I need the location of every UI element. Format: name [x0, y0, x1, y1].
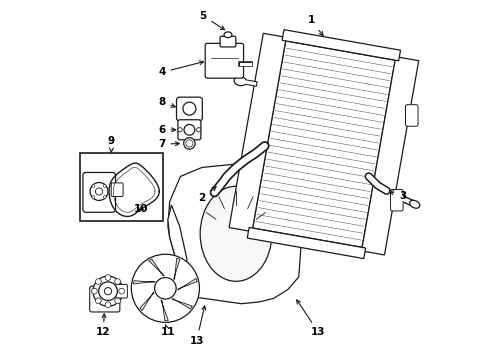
FancyBboxPatch shape	[178, 120, 201, 140]
Text: 9: 9	[108, 136, 115, 152]
FancyBboxPatch shape	[116, 284, 127, 298]
Circle shape	[96, 298, 101, 304]
Circle shape	[93, 276, 123, 306]
Circle shape	[103, 195, 106, 198]
Circle shape	[115, 279, 121, 284]
Circle shape	[104, 288, 112, 295]
Polygon shape	[172, 298, 192, 309]
Text: 8: 8	[158, 97, 175, 107]
Text: 11: 11	[161, 325, 175, 337]
Polygon shape	[149, 259, 164, 276]
Circle shape	[184, 138, 195, 149]
Circle shape	[131, 254, 199, 322]
Circle shape	[183, 102, 196, 115]
Circle shape	[186, 140, 193, 147]
Circle shape	[105, 275, 111, 280]
FancyBboxPatch shape	[90, 286, 120, 312]
Polygon shape	[229, 33, 286, 231]
Circle shape	[119, 288, 124, 294]
Circle shape	[184, 125, 195, 135]
Text: 4: 4	[158, 61, 203, 77]
Bar	[80, 153, 163, 221]
Polygon shape	[282, 30, 400, 61]
Text: 12: 12	[96, 314, 111, 337]
Polygon shape	[168, 164, 302, 304]
Text: 2: 2	[198, 187, 216, 203]
Ellipse shape	[410, 200, 420, 208]
Text: 1: 1	[308, 15, 323, 36]
Polygon shape	[362, 57, 419, 255]
Circle shape	[105, 302, 111, 308]
FancyBboxPatch shape	[111, 183, 123, 197]
Circle shape	[178, 128, 182, 132]
FancyBboxPatch shape	[406, 105, 418, 126]
FancyBboxPatch shape	[83, 172, 116, 212]
FancyBboxPatch shape	[176, 97, 202, 121]
Text: 3: 3	[390, 191, 406, 201]
Circle shape	[96, 188, 102, 195]
Circle shape	[155, 278, 176, 299]
FancyBboxPatch shape	[205, 43, 244, 78]
Polygon shape	[133, 281, 155, 284]
Circle shape	[92, 195, 95, 198]
Text: 13: 13	[189, 306, 206, 346]
Polygon shape	[161, 300, 168, 320]
Polygon shape	[168, 205, 187, 282]
Text: 7: 7	[158, 139, 179, 149]
Ellipse shape	[200, 186, 272, 281]
Polygon shape	[140, 292, 154, 311]
Circle shape	[196, 128, 201, 132]
Polygon shape	[178, 278, 197, 290]
Polygon shape	[247, 228, 366, 258]
Circle shape	[96, 279, 101, 284]
Circle shape	[98, 282, 117, 301]
Circle shape	[92, 184, 95, 187]
Text: 6: 6	[158, 125, 176, 135]
Circle shape	[92, 288, 97, 294]
Ellipse shape	[224, 32, 232, 38]
Circle shape	[90, 183, 108, 201]
Circle shape	[103, 184, 106, 187]
Circle shape	[115, 298, 121, 304]
Text: 5: 5	[199, 11, 224, 30]
Text: 13: 13	[297, 300, 326, 337]
Polygon shape	[253, 41, 395, 247]
Polygon shape	[174, 258, 180, 280]
FancyBboxPatch shape	[391, 189, 403, 211]
Text: 10: 10	[134, 204, 148, 214]
Ellipse shape	[234, 77, 246, 86]
FancyBboxPatch shape	[220, 36, 236, 47]
